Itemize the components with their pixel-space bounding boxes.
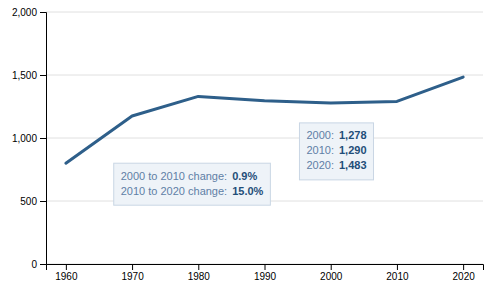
annotation-box: 2000 to 2010 change: 0.9% 2010 to 2020 cha… (114, 163, 271, 205)
grid-line (46, 138, 483, 139)
axis-domain (40, 13, 47, 265)
tick-label: 2000 (320, 271, 343, 282)
annotation-label: 2010: (306, 144, 334, 156)
line (66, 77, 463, 163)
tick: 0 (31, 259, 46, 270)
grid (46, 12, 483, 264)
annotations: 2000: 1,278 2010: 1,290 2020: 1,483 2000 to 20… (114, 123, 374, 205)
tick-label: 500 (20, 196, 37, 207)
tick: 1,000 (12, 133, 46, 144)
tick-label: 1980 (188, 271, 211, 282)
tick: 1,500 (12, 70, 46, 81)
annotation-value: 15.0% (232, 185, 263, 197)
tick-mark (40, 201, 46, 202)
tick-mark (397, 264, 398, 270)
tick: 2000 (320, 264, 343, 282)
grid-line (46, 75, 483, 76)
tick: 2010 (386, 264, 409, 282)
plot: 0 500 1,000 1,500 2,000 1960 1970 1980 1990 2000 2… (12, 7, 484, 282)
grid-line (46, 12, 483, 13)
annotation-label: 2020: (306, 159, 334, 171)
tick-mark (40, 75, 46, 76)
annotation-label: 2000 to 2010 change: (121, 170, 227, 182)
tick-mark (463, 264, 464, 270)
tick: 2020 (453, 264, 476, 282)
tick-label: 2010 (386, 271, 409, 282)
tick-label: 1,500 (12, 70, 37, 81)
tick-label: 0 (31, 259, 37, 270)
tick-mark (265, 264, 266, 270)
annotation-label: 2000: (306, 129, 334, 141)
annotation-label: 2010 to 2020 change: (121, 185, 227, 197)
tick-label: 1,000 (12, 133, 37, 144)
annotation-value: 0.9% (232, 170, 257, 182)
tick-label: 1970 (121, 271, 144, 282)
tick-label: 1960 (55, 271, 78, 282)
y-axis: 0 500 1,000 1,500 2,000 (12, 7, 47, 270)
tick: 1970 (121, 264, 144, 282)
x-axis: 1960 1970 1980 1990 2000 2010 2020 (47, 264, 484, 282)
tick-mark (40, 138, 46, 139)
annotation-background (114, 163, 271, 205)
tick: 1960 (55, 264, 78, 282)
annotation-value: 1,483 (339, 159, 367, 171)
axis-domain (47, 265, 484, 271)
annotation-value: 1,278 (339, 129, 367, 141)
tick-label: 2,000 (12, 7, 37, 18)
tick-mark (40, 264, 46, 265)
tick-label: 1990 (254, 271, 277, 282)
annotation-background (299, 123, 373, 180)
annotation-box: 2000: 1,278 2010: 1,290 2020: 1,483 (299, 123, 373, 180)
tick-mark (66, 264, 67, 270)
annotation-value: 1,290 (339, 144, 367, 156)
tick: 500 (20, 196, 46, 207)
marks (66, 77, 463, 163)
chart: 0 500 1,000 1,500 2,000 1960 1970 1980 1990 2000 2… (0, 0, 499, 290)
tick-mark (331, 264, 332, 270)
tick: 1980 (188, 264, 211, 282)
tick-mark (40, 12, 46, 13)
tick-label: 2020 (453, 271, 476, 282)
tick: 2,000 (12, 7, 46, 18)
tick: 1990 (254, 264, 277, 282)
tick-mark (198, 264, 199, 270)
tick-mark (132, 264, 133, 270)
